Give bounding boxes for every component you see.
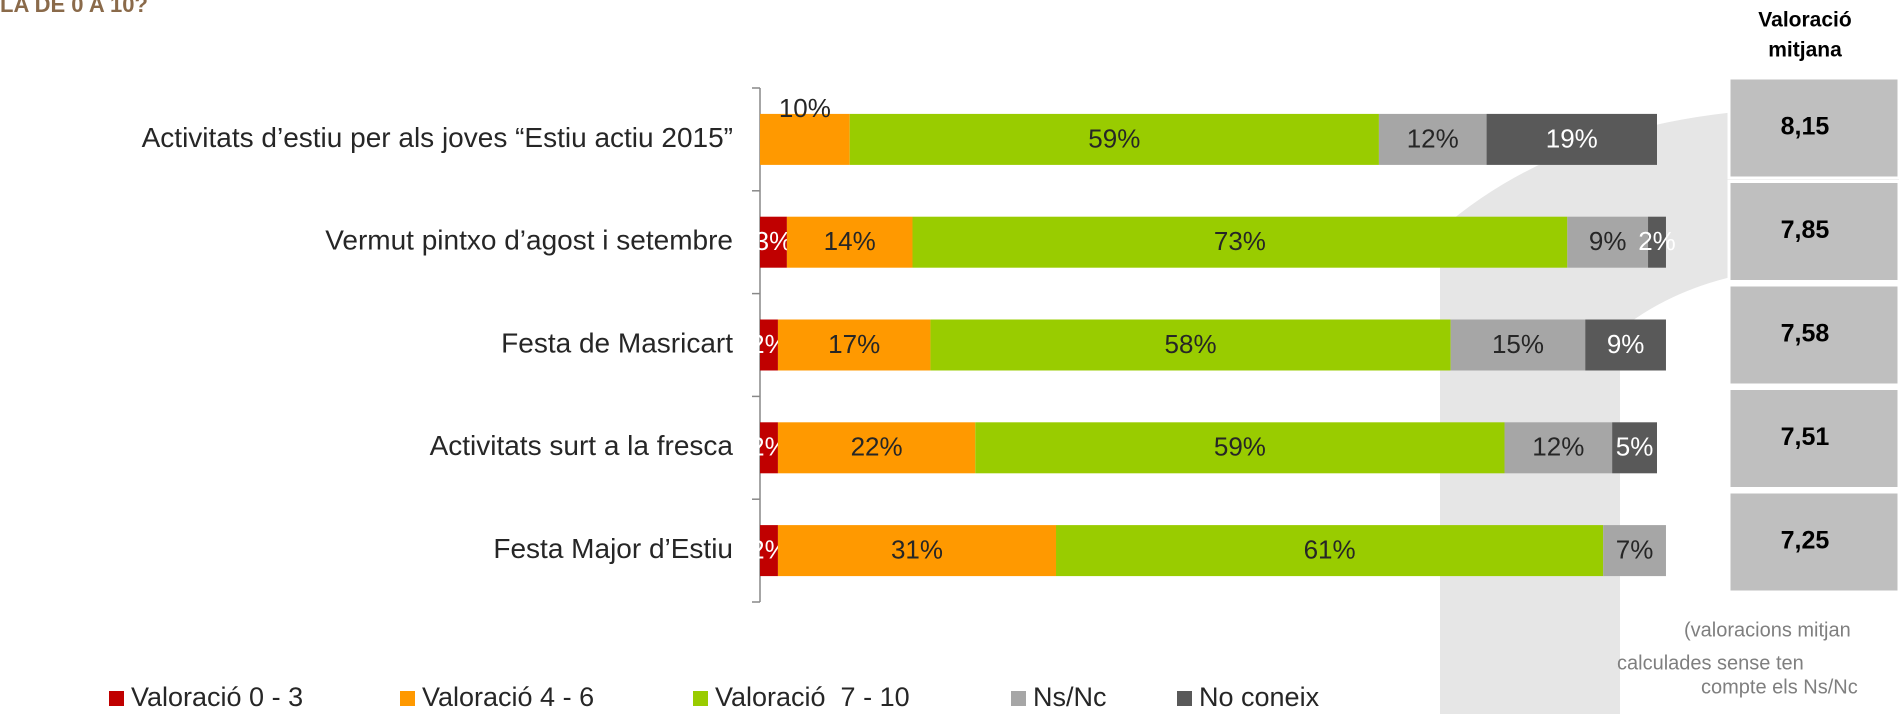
table-value: 7,85	[1781, 216, 1830, 244]
data-label: 7%	[1616, 534, 1654, 564]
legend-swatch	[1011, 691, 1026, 706]
bar-segment	[912, 216, 1568, 268]
bar-segment	[1648, 216, 1666, 268]
bar-segment	[1504, 422, 1613, 474]
bar-segment	[1567, 216, 1649, 268]
category-label: Festa Major d’Estiu	[493, 533, 733, 564]
table-cell	[1727, 180, 1899, 283]
category-label: Activitats d’estiu per als joves “Estiu …	[142, 122, 733, 153]
bar-segment	[777, 525, 1057, 577]
data-label: 12%	[1407, 123, 1459, 153]
bar-segment	[777, 422, 976, 474]
legend-swatch	[693, 691, 708, 706]
data-label: 59%	[1214, 432, 1266, 462]
legend-label: Valoració 0 - 3	[131, 682, 303, 712]
bar-segment	[1056, 525, 1604, 577]
table-value: 8,15	[1781, 113, 1830, 141]
bar-segment	[1612, 422, 1657, 474]
data-label: 3%	[755, 226, 793, 256]
data-label: 61%	[1304, 534, 1356, 564]
bar-segment	[1585, 319, 1666, 371]
data-label: 5%	[1616, 432, 1654, 462]
category-label: Festa de Masricart	[501, 327, 733, 358]
bar-segment	[975, 422, 1505, 474]
bar-segment	[760, 216, 787, 268]
bar-segment	[760, 422, 778, 474]
bar-segment	[1450, 319, 1586, 371]
data-label: 58%	[1165, 329, 1217, 359]
bar-segment	[1378, 113, 1487, 165]
table-value: 7,25	[1781, 527, 1830, 555]
bar-segment	[760, 525, 778, 577]
bar-segment	[760, 319, 778, 371]
bar-segment	[930, 319, 1451, 371]
table-cell	[1727, 76, 1899, 180]
category-label: Vermut pintxo d’agost i setembre	[325, 225, 733, 256]
legend-label: Ns/Nc	[1033, 682, 1107, 712]
bar-segment	[786, 216, 913, 268]
bar-segment	[760, 113, 850, 165]
data-label: 59%	[1088, 123, 1140, 153]
data-label: 19%	[1546, 123, 1598, 153]
data-label: 31%	[891, 534, 943, 564]
bar-segment	[1603, 525, 1666, 577]
data-label: 22%	[851, 432, 903, 462]
table-header: mitjana	[1768, 39, 1842, 62]
bar-segment	[777, 319, 931, 371]
table-value: 7,51	[1781, 423, 1830, 451]
footnote: compte els Ns/Nc	[1701, 676, 1858, 698]
bar-segment	[1486, 113, 1657, 165]
bar-segment	[849, 113, 1379, 165]
data-label: 14%	[824, 226, 876, 256]
table-cell	[1727, 283, 1899, 387]
data-label: 9%	[1607, 329, 1645, 359]
table-cell	[1727, 387, 1899, 490]
table-header: Valoració	[1758, 9, 1851, 32]
table-value: 7,58	[1781, 320, 1830, 348]
data-label: 10%	[779, 93, 831, 123]
footnote: calculades sense ten	[1617, 652, 1804, 674]
data-label: 12%	[1532, 432, 1584, 462]
legend-swatch	[400, 691, 415, 706]
data-label: 9%	[1589, 226, 1627, 256]
legend-label: Valoració 4 - 6	[422, 682, 594, 712]
data-label: 2%	[1638, 226, 1676, 256]
data-label: 17%	[828, 329, 880, 359]
legend-label: Valoració 7 - 10	[715, 682, 910, 712]
category-label: Activitats surt a la fresca	[430, 430, 734, 461]
legend-label: No coneix	[1199, 682, 1320, 712]
footnote: (valoracions mitjan	[1684, 619, 1851, 641]
chart-title: LA DE 0 A 10?	[0, 0, 148, 17]
legend-swatch	[1177, 691, 1192, 706]
data-label: 73%	[1214, 226, 1266, 256]
table-cell	[1727, 490, 1899, 594]
legend-swatch	[109, 691, 124, 706]
data-label: 15%	[1492, 329, 1544, 359]
